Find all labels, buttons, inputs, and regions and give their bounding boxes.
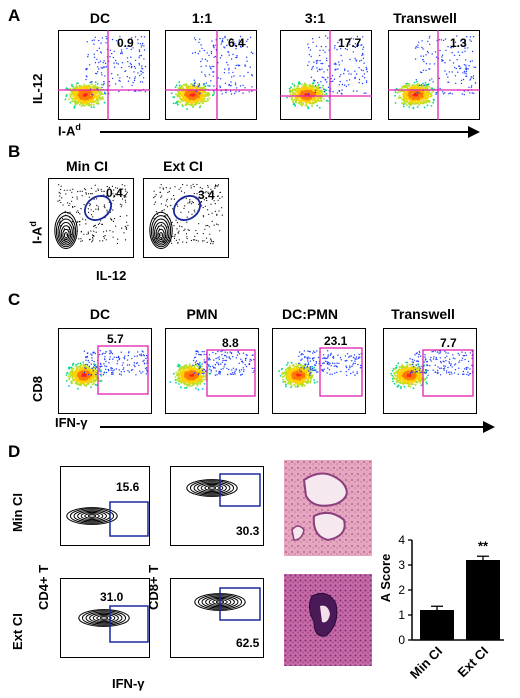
panel-a-title-4: Transwell xyxy=(393,10,457,26)
histology-image-ext-ci xyxy=(284,574,372,666)
panel-c-title-1: DC xyxy=(89,306,111,322)
panel-d-letter: D xyxy=(8,442,21,461)
panel-a-y-label: IL-12 xyxy=(30,73,45,104)
panel-d-plot-cd4-ext xyxy=(60,578,150,658)
chart-category-label: Min CI xyxy=(407,644,445,682)
panel-b-letter: B xyxy=(8,142,21,161)
panel-b-x-label: IL-12 xyxy=(96,268,127,283)
histology-image-min-ci xyxy=(284,460,372,556)
panel-a-value-1: 0.9 xyxy=(117,36,134,50)
chart-bar xyxy=(420,610,454,640)
chart-category-label: Ext CI xyxy=(454,644,491,681)
a-score-bar-chart: A Score 0 1 2 3 4 Min CI Ext CI ** xyxy=(378,533,504,682)
panel-c-arrow xyxy=(100,421,495,433)
panel-a-x-label: I-Ad xyxy=(58,122,81,139)
panel-b-value-2: 3.4 xyxy=(198,188,215,202)
panel-d-value-cd4-ext: 31.0 xyxy=(100,590,124,604)
panel-d-value-cd4-min: 15.6 xyxy=(116,480,140,494)
panel-c-plot-2 xyxy=(165,328,259,414)
panel-b-title-1: Min CI xyxy=(66,158,108,174)
panel-c-title-4: Transwell xyxy=(391,306,455,322)
panel-d-x-label: IFN-γ xyxy=(112,676,145,691)
panel-c-x-label: IFN-γ xyxy=(55,415,88,430)
panel-d-row-label-ext: Ext CI xyxy=(10,613,25,650)
chart-y-tick-label: 3 xyxy=(398,558,405,572)
panel-a-title-3: 3:1 xyxy=(304,10,326,26)
panel-c-title-3: DC:PMN xyxy=(282,306,338,322)
panel-a-value-4: 1.3 xyxy=(450,36,467,50)
panel-d-plot-cd8-ext xyxy=(170,578,264,658)
panel-b-plot-2 xyxy=(143,178,229,258)
panel-a-letter: A xyxy=(8,6,21,25)
panel-b-title-2: Ext CI xyxy=(163,158,203,174)
panel-c-value-2: 8.8 xyxy=(222,336,239,350)
chart-y-tick-label: 0 xyxy=(398,633,405,647)
panel-c-plot-4 xyxy=(383,328,477,414)
panel-b-plot-1 xyxy=(48,178,134,258)
panel-a-plot-3 xyxy=(280,30,372,120)
panel-a-title-1: DC xyxy=(89,10,111,26)
chart-y-tick-label: 4 xyxy=(398,533,405,547)
panel-a-plot-2 xyxy=(165,30,257,120)
panel-a-title-2: 1:1 xyxy=(191,10,213,26)
chart-y-tick-label: 2 xyxy=(398,583,405,597)
chart-significance-label: ** xyxy=(478,538,489,553)
panel-d-row-label-min: Min CI xyxy=(10,493,25,532)
panel-d-plot-cd4-min xyxy=(60,466,150,546)
chart-bar xyxy=(466,560,500,640)
panel-c-y-label: CD8 xyxy=(30,375,45,402)
panel-b-y-label: I-Ad xyxy=(28,221,45,244)
panel-c-title-2: PMN xyxy=(186,306,218,322)
panel-a-value-3: 17.7 xyxy=(338,36,362,50)
panel-d-y-label-cd4: CD4+ T xyxy=(36,564,51,610)
panel-c-plot-1 xyxy=(58,328,152,414)
chart-y-tick-label: 1 xyxy=(398,608,405,622)
chart-y-label: A Score xyxy=(378,554,393,603)
panel-d-value-cd8-ext: 62.5 xyxy=(236,636,260,650)
panel-a-plot-1 xyxy=(58,30,150,120)
panel-a-arrow xyxy=(100,126,480,138)
panel-c-value-4: 7.7 xyxy=(440,336,457,350)
panel-a-plot-4 xyxy=(388,30,480,120)
panel-c-plot-3 xyxy=(272,328,366,414)
panel-d-plot-cd8-min xyxy=(170,466,264,546)
panel-c-value-3: 23.1 xyxy=(324,334,348,348)
panel-c-value-1: 5.7 xyxy=(107,332,124,346)
panel-d-value-cd8-min: 30.3 xyxy=(236,524,260,538)
panel-c-letter: C xyxy=(8,290,21,309)
panel-a-value-2: 6.4 xyxy=(228,36,245,50)
panel-b-value-1: 0.4 xyxy=(106,186,123,200)
